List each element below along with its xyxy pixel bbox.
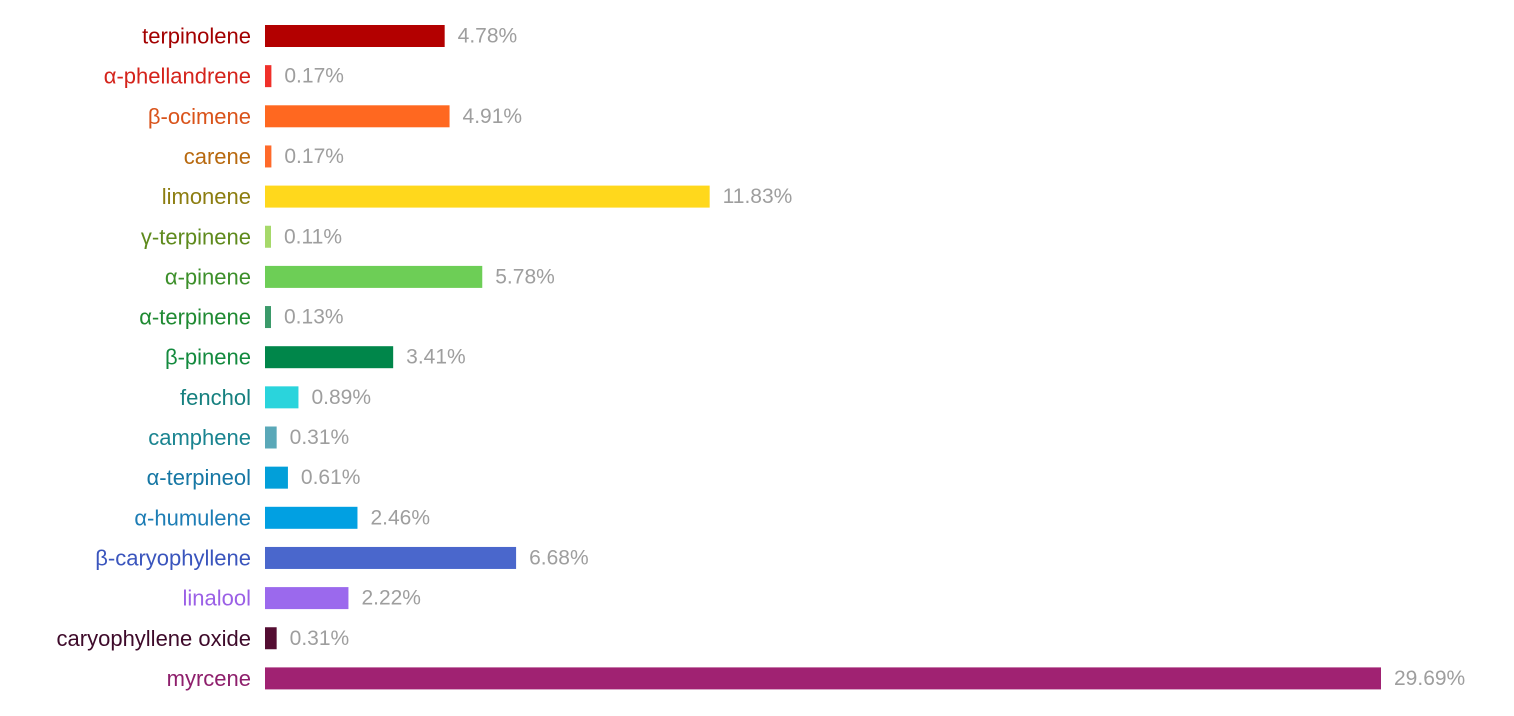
value-label-terpinene: 0.11% xyxy=(284,225,342,248)
category-label-ocimene: β-ocimene xyxy=(148,104,251,129)
bar-linalool xyxy=(265,587,349,610)
category-label-carene: carene xyxy=(184,144,251,169)
category-label-limonene: limonene xyxy=(162,184,251,209)
value-label-limonene: 11.83% xyxy=(723,185,793,208)
bar-pinene xyxy=(265,346,394,369)
bar-ocimene xyxy=(265,105,450,128)
value-label-phellandrene: 0.17% xyxy=(284,65,344,88)
bar-caryophyllene xyxy=(265,546,517,569)
value-label-terpinene: 0.13% xyxy=(284,306,344,329)
bar-terpinolene xyxy=(265,25,445,47)
category-label-terpinolene: terpinolene xyxy=(142,24,251,49)
bar-terpineol xyxy=(265,466,288,489)
category-label-camphene: camphene xyxy=(148,425,251,450)
category-label-terpinene: α-terpinene xyxy=(139,305,251,330)
category-label-caryophyllene: β-caryophyllene xyxy=(95,545,251,570)
category-label-phellandrene: α-phellandrene xyxy=(104,64,251,89)
bar-caryophyllene-oxide xyxy=(265,627,277,650)
value-label-linalool: 2.22% xyxy=(361,587,421,610)
category-label-humulene: α-humulene xyxy=(134,505,251,530)
category-label-terpineol: α-terpineol xyxy=(147,465,251,490)
category-labels: terpinolene α-phellandrene β-ocimene carene… xyxy=(57,24,251,691)
value-label-caryophyllene-oxide: 0.31% xyxy=(290,627,350,650)
value-label-terpineol: 0.61% xyxy=(301,466,361,489)
value-label-pinene: 5.78% xyxy=(495,265,555,288)
category-label-fenchol: fenchol xyxy=(180,385,251,410)
value-label-terpinolene: 4.78% xyxy=(458,25,518,48)
bar-fenchol xyxy=(265,386,299,409)
bar-myrcene xyxy=(265,667,1381,690)
bar-limonene xyxy=(265,185,710,208)
bar-carene xyxy=(265,145,272,168)
category-label-caryophyllene-oxide: caryophyllene oxide xyxy=(57,626,251,651)
value-label-carene: 0.17% xyxy=(284,145,344,168)
bar-pinene xyxy=(265,265,483,288)
category-label-myrcene: myrcene xyxy=(167,666,251,691)
value-label-myrcene: 29.69% xyxy=(1394,667,1465,690)
category-label-terpinene: γ-terpinene xyxy=(141,224,251,249)
value-label-caryophyllene: 6.68% xyxy=(529,546,589,569)
category-label-linalool: linalool xyxy=(183,586,252,611)
category-label-pinene: α-pinene xyxy=(165,264,251,289)
bar-terpinene xyxy=(265,306,271,329)
bar-terpinene xyxy=(265,225,271,248)
value-label-humulene: 2.46% xyxy=(370,506,430,529)
value-labels: 4.78% 0.17% 4.91% 0.17% 11.83% 0.11% 5.78% 0.13… xyxy=(284,25,1465,690)
value-label-pinene: 3.41% xyxy=(406,346,466,369)
category-label-pinene: β-pinene xyxy=(165,345,251,370)
value-label-ocimene: 4.91% xyxy=(463,105,523,128)
bar-phellandrene xyxy=(265,65,272,88)
bar-camphene xyxy=(265,426,277,449)
bar-humulene xyxy=(265,506,358,529)
bars xyxy=(265,25,1381,690)
value-label-camphene: 0.31% xyxy=(290,426,350,449)
value-label-fenchol: 0.89% xyxy=(311,386,371,409)
